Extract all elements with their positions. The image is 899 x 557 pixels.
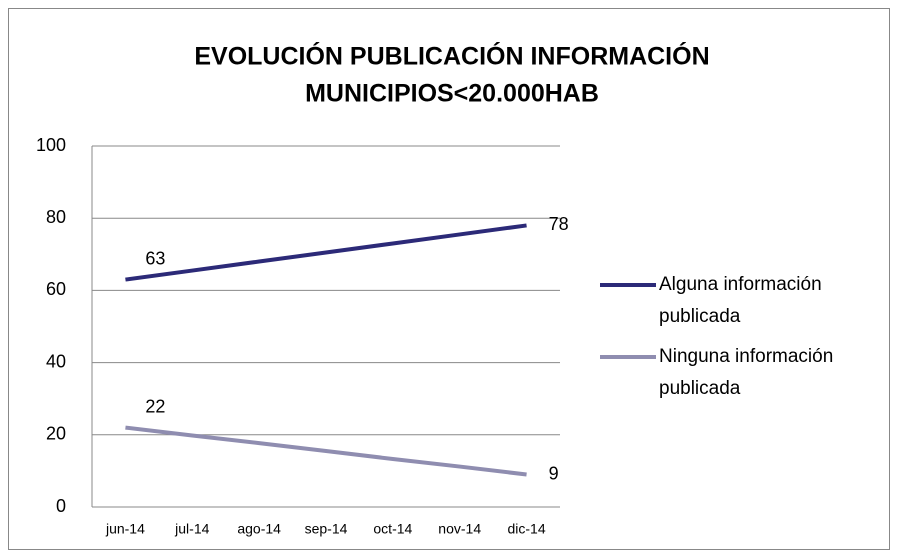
x-tick-label: jun-14: [105, 521, 145, 537]
chart-border: [8, 8, 890, 550]
data-label: 9: [549, 463, 559, 483]
data-label: 78: [549, 214, 569, 234]
y-tick-label: 40: [46, 351, 66, 371]
data-label: 63: [145, 248, 165, 268]
legend-label: Alguna información publicada: [659, 274, 822, 327]
series-line: [125, 223, 527, 282]
x-tick-label: nov-14: [438, 521, 481, 537]
y-tick-label: 60: [46, 279, 66, 299]
chart-title: EVOLUCIÓN PUBLICACIÓN INFORMACIÓN: [194, 41, 709, 71]
y-tick-label: 20: [46, 424, 66, 444]
x-tick-label: dic-14: [508, 521, 546, 537]
x-tick-label: oct-14: [373, 521, 412, 537]
y-tick-label: 100: [36, 135, 66, 155]
x-tick-label: ago-14: [237, 521, 281, 537]
data-label: 22: [145, 396, 165, 416]
y-tick-label: 0: [56, 496, 66, 516]
legend-label: Ninguna información publicada: [659, 346, 833, 399]
x-tick-label: sep-14: [305, 521, 348, 537]
series-line: [125, 425, 527, 477]
x-tick-label: jul-14: [174, 521, 209, 537]
chart-title: MUNICIPIOS<20.000HAB: [305, 80, 599, 108]
y-tick-label: 80: [46, 207, 66, 227]
